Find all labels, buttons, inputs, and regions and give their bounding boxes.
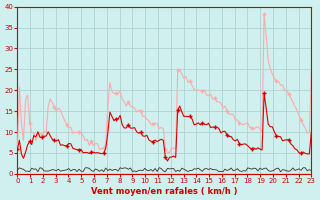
X-axis label: Vent moyen/en rafales ( km/h ): Vent moyen/en rafales ( km/h ) <box>91 187 238 196</box>
